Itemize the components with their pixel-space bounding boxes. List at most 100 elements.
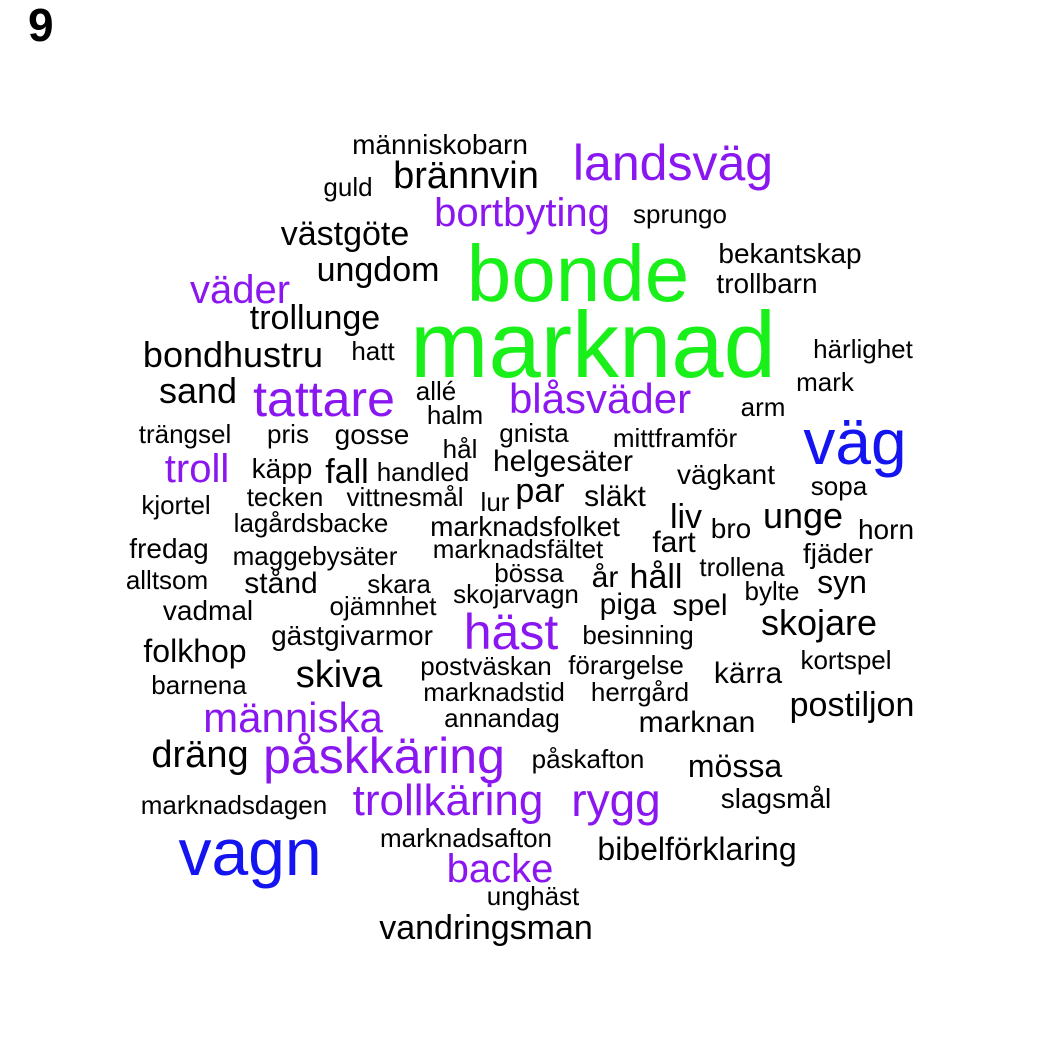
word-hal: hål <box>442 434 478 464</box>
word-manniskobarn: människobarn <box>352 129 528 160</box>
word-forargelse: förargelse <box>568 650 684 680</box>
word-slakt: släkt <box>584 480 646 513</box>
word-bondhustru: bondhustru <box>142 334 324 375</box>
word-vadmal: vadmal <box>162 595 254 626</box>
word-postvaskan: postväskan <box>420 651 552 681</box>
word-lagardsbacke: lagårdsbacke <box>233 508 389 538</box>
word-trollena: trollena <box>699 552 785 582</box>
word-ungdom: ungdom <box>316 251 440 289</box>
word-bonde: bonde <box>466 229 690 318</box>
word-bylte: bylte <box>744 576 800 606</box>
word-handled: handled <box>376 457 470 487</box>
word-annandag: annandag <box>444 703 560 733</box>
word-drang: dräng <box>151 734 249 776</box>
word-harlighet: härlighet <box>813 334 913 364</box>
word-vag: väg <box>803 406 907 478</box>
word-unghast: unghäst <box>486 881 580 911</box>
word-piga: piga <box>599 588 657 621</box>
word-troll: troll <box>164 447 230 491</box>
word-skojarvagn: skojarvagn <box>453 579 579 609</box>
word-maggebysater: maggebysäter <box>232 541 398 571</box>
word-gosse: gosse <box>334 419 410 450</box>
word-marknadsfaltet: marknadsfältet <box>432 534 604 564</box>
word-vader: väder <box>189 268 291 312</box>
word-bibelforklaring: bibelförklaring <box>597 831 797 867</box>
word-kapp: käpp <box>251 453 313 484</box>
word-vandringsman: vandringsman <box>379 909 593 947</box>
word-bortbyting: bortbyting <box>434 191 610 235</box>
word-hatt: hatt <box>351 336 395 366</box>
word-gnista: gnista <box>499 418 569 448</box>
word-bossa: bössa <box>494 558 564 588</box>
word-trollunge: trollunge <box>249 299 381 337</box>
word-halm: halm <box>426 400 484 430</box>
word-vagn: vagn <box>178 815 322 889</box>
word-gastgivarmor: gästgivarmor <box>271 620 433 651</box>
word-guld: guld <box>323 172 373 202</box>
word-unge: unge <box>762 495 844 536</box>
word-marknadsfolket: marknadsfolket <box>430 511 620 542</box>
word-herrgard: herrgård <box>590 677 690 707</box>
word-lur: lur <box>480 487 510 517</box>
word-marknadsafton: marknadsafton <box>380 823 552 853</box>
word-mossa: mössa <box>687 748 783 784</box>
word-manniska: människa <box>203 694 383 741</box>
word-karra: kärra <box>713 657 783 690</box>
word-par: par <box>515 472 565 510</box>
word-pris: pris <box>267 419 309 449</box>
word-sopa: sopa <box>810 471 868 501</box>
word-tattare: tattare <box>253 371 395 427</box>
word-trollkaring: trollkäring <box>352 776 544 825</box>
word-kjortel: kjortel <box>141 490 211 520</box>
word-mark: mark <box>796 367 854 397</box>
word-liv: liv <box>669 498 703 536</box>
word-trangsel: trängsel <box>138 419 232 449</box>
word-fredag: fredag <box>129 533 209 564</box>
word-slagsmal: slagsmål <box>720 783 832 814</box>
word-vagkant: vägkant <box>676 459 776 490</box>
word-marknad: marknad <box>410 292 776 397</box>
word-ar: år <box>591 561 619 594</box>
word-marknadsdagen: marknadsdagen <box>140 790 328 820</box>
word-blasvader: blåsväder <box>508 375 692 422</box>
word-marknadstid: marknadstid <box>423 677 565 707</box>
word-hall: håll <box>629 558 683 596</box>
panel-label: 9 <box>28 0 54 51</box>
word-backe: backe <box>446 847 554 891</box>
word-mittframfor: mittframför <box>612 423 738 453</box>
word-fjader: fjäder <box>802 538 874 569</box>
word-skiva: skiva <box>295 654 383 696</box>
word-postiljon: postiljon <box>789 686 915 724</box>
word-syn: syn <box>817 564 867 600</box>
word-paskafton: påskafton <box>531 744 645 774</box>
word-kortspel: kortspel <box>800 645 892 675</box>
word-brannvin: brännvin <box>393 155 539 197</box>
word-besinning: besinning <box>582 620 694 650</box>
word-paskkaring: påskkäring <box>263 728 505 784</box>
word-vittnesmal: vittnesmål <box>346 482 464 512</box>
word-fart: fart <box>652 526 696 559</box>
word-ojamnhet: ojämnhet <box>329 591 437 621</box>
word-tecken: tecken <box>246 482 324 512</box>
word-alltsom: alltsom <box>125 565 209 595</box>
word-sand: sand <box>158 370 238 411</box>
word-bro: bro <box>710 513 752 544</box>
word-vastgote: västgöte <box>280 215 410 253</box>
word-skara: skara <box>367 569 431 599</box>
word-hast: häst <box>463 604 559 660</box>
word-alle: allé <box>415 376 457 406</box>
word-stand: stånd <box>244 567 318 600</box>
word-arm: arm <box>740 392 786 422</box>
word-sprungo: sprungo <box>633 199 727 229</box>
word-fall: fall <box>325 453 369 491</box>
word-trollbarn: trollbarn <box>716 268 818 299</box>
word-landsvag: landsväg <box>572 135 774 191</box>
word-horn: horn <box>857 514 915 545</box>
word-folkhop: folkhop <box>143 633 247 669</box>
word-helgesater: helgesäter <box>492 445 634 478</box>
word-rygg: rygg <box>571 774 661 826</box>
word-bekantskap: bekantskap <box>718 238 862 269</box>
word-spel: spel <box>672 589 728 622</box>
word-skojare: skojare <box>760 602 878 643</box>
